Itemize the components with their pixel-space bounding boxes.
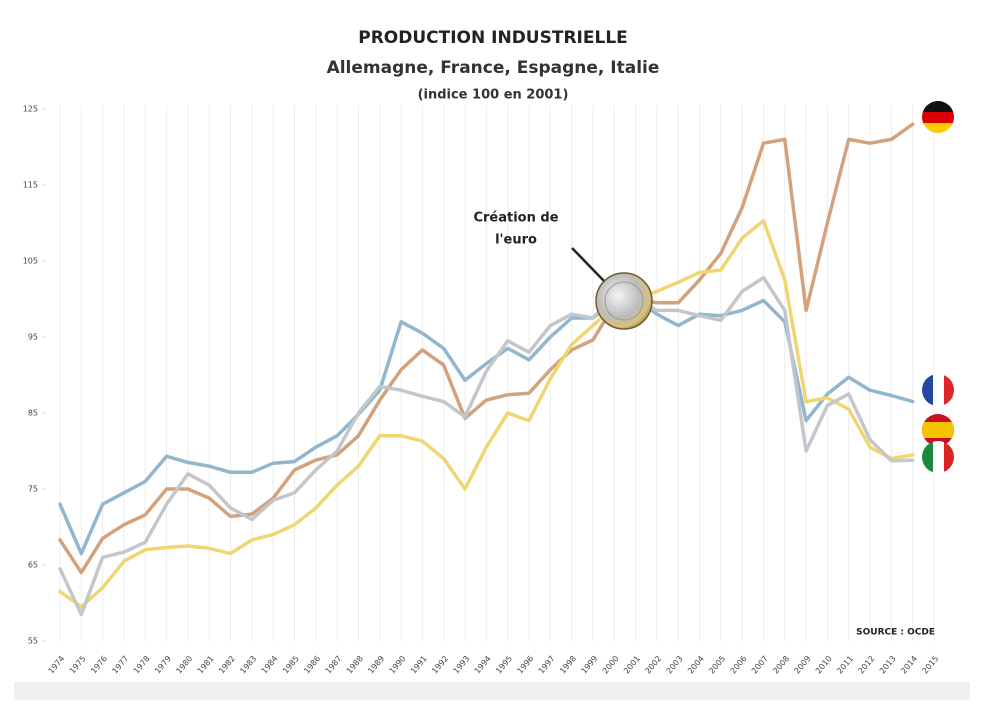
annotation: l'euro	[495, 233, 537, 248]
annotation: Création de	[473, 211, 558, 226]
y-tick-label: 85	[28, 409, 38, 418]
y-tick-label: 115	[23, 181, 38, 190]
y-tick-label: 55	[28, 637, 38, 646]
series-line	[58, 275, 915, 617]
source: SOURCE : OCDE	[856, 628, 935, 638]
lines	[58, 122, 915, 617]
series-line	[58, 218, 915, 609]
chart-note: (indice 100 en 2001)	[418, 88, 569, 103]
y-tick-label: 65	[28, 561, 38, 570]
y-tick-label: 125	[23, 105, 38, 114]
euro-coin	[595, 272, 653, 330]
flag-italy	[922, 441, 954, 473]
flag-spain	[922, 414, 954, 446]
flag-france	[922, 374, 954, 406]
chart-title: PRODUCTION INDUSTRIELLE	[358, 28, 628, 48]
y-tick-label: 95	[28, 333, 38, 342]
series-line	[58, 297, 915, 556]
y-tick-label: 75	[28, 485, 38, 494]
series-line	[58, 122, 915, 575]
annotation-pointer	[571, 247, 605, 282]
y-tick-label: 105	[23, 257, 38, 266]
flag-germany	[922, 101, 954, 133]
chart-subtitle: Allemagne, France, Espagne, Italie	[327, 58, 660, 78]
footer-band	[14, 682, 970, 700]
